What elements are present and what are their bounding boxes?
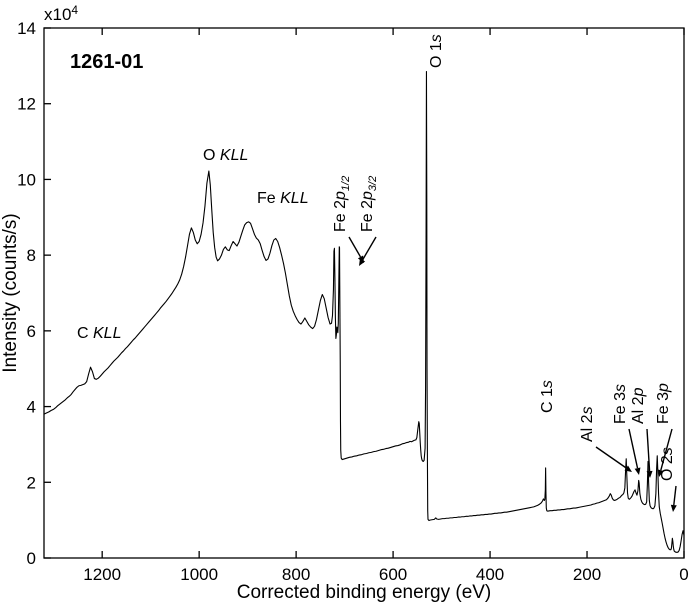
annotation-arrowhead bbox=[646, 470, 653, 478]
peak-label-o-1s: O 1s bbox=[428, 34, 445, 68]
peak-label-fe-3p: Fe 3p bbox=[655, 383, 673, 477]
x-tick-label: 200 bbox=[573, 565, 601, 584]
peak-label-o-kll: O KLL bbox=[203, 147, 248, 164]
x-tick-label: 800 bbox=[282, 565, 310, 584]
x-axis-title: Corrected binding energy (eV) bbox=[237, 582, 492, 603]
y-tick-label: 10 bbox=[17, 170, 36, 189]
peak-label-al-2p: Al 2p bbox=[630, 387, 653, 478]
y-tick-label: 6 bbox=[27, 322, 36, 341]
x-tick-label: 1200 bbox=[83, 565, 121, 584]
y-tick-label: 2 bbox=[27, 473, 36, 492]
peak-label-c-kll: C KLL bbox=[77, 325, 121, 342]
peak-annotations: C KLL O KLL Fe KLL Fe 2p1/2 Fe 2p3/2 O 1s C 1s… bbox=[77, 34, 677, 512]
peak-label-text: Fe 2p3/2 bbox=[359, 176, 379, 232]
peak-label-text: Al 2s bbox=[579, 406, 596, 442]
peak-label-text: O 1s bbox=[428, 34, 445, 68]
annotation-arrow bbox=[646, 428, 651, 472]
peak-label-fe-3s: Fe 3s bbox=[612, 384, 641, 475]
peak-label-al-2s: Al 2s bbox=[579, 406, 632, 472]
peak-label-text: Fe KLL bbox=[257, 190, 309, 207]
peak-label-text: Fe 3s bbox=[612, 384, 629, 424]
y-tick-label: 8 bbox=[27, 246, 36, 265]
peak-label-text: Fe 2p1/2 bbox=[332, 176, 352, 232]
annotation-arrowhead bbox=[657, 469, 664, 477]
y-tick-label: 12 bbox=[17, 95, 36, 114]
x-tick-label: 0 bbox=[679, 565, 688, 584]
annotation-arrow bbox=[348, 236, 362, 258]
annotation-arrowhead bbox=[359, 258, 366, 266]
x-tick-label: 600 bbox=[379, 565, 407, 584]
y-axis-title: Intensity (counts/s) bbox=[0, 213, 21, 372]
x-axis-ticks: 1200 1000 800 600 400 200 0 bbox=[83, 28, 689, 584]
annotation-arrowhead bbox=[634, 467, 641, 475]
annotation-arrow bbox=[673, 485, 677, 506]
sample-label: 1261-01 bbox=[70, 51, 143, 73]
y-tick-label: 0 bbox=[27, 549, 36, 568]
plot-area-frame bbox=[43, 27, 685, 559]
peak-label-fe-2p1-2: Fe 2p1/2 bbox=[332, 176, 364, 263]
annotation-arrowhead bbox=[670, 504, 677, 512]
y-axis-multiplier: x104 bbox=[44, 3, 78, 24]
y-tick-label: 14 bbox=[17, 19, 36, 38]
peak-label-o-2s: O 2s bbox=[659, 447, 677, 512]
annotation-arrow bbox=[628, 428, 639, 469]
peak-label-fe-2p3-2: Fe 2p3/2 bbox=[359, 176, 379, 266]
annotation-arrow bbox=[660, 428, 673, 471]
annotation-arrow bbox=[361, 236, 377, 261]
peak-label-text: O KLL bbox=[203, 147, 248, 164]
peak-label-text: C 1s bbox=[539, 380, 556, 413]
peak-label-c-1s: C 1s bbox=[539, 380, 556, 413]
spectrum-trace bbox=[43, 70, 685, 553]
y-tick-label: 4 bbox=[27, 398, 36, 417]
annotation-arrow bbox=[595, 446, 627, 469]
annotation-arrowhead bbox=[624, 465, 632, 472]
peak-label-text: Al 2p bbox=[630, 387, 647, 424]
x-tick-label: 1000 bbox=[180, 565, 218, 584]
peak-label-text: Fe 3p bbox=[655, 383, 672, 424]
peak-label-text: O 2s bbox=[659, 447, 676, 481]
x-tick-label: 400 bbox=[476, 565, 504, 584]
y-axis-ticks: 0 2 4 6 8 10 12 14 bbox=[17, 19, 51, 568]
peak-label-fe-kll: Fe KLL bbox=[257, 190, 309, 207]
peak-label-text: C KLL bbox=[77, 325, 121, 342]
